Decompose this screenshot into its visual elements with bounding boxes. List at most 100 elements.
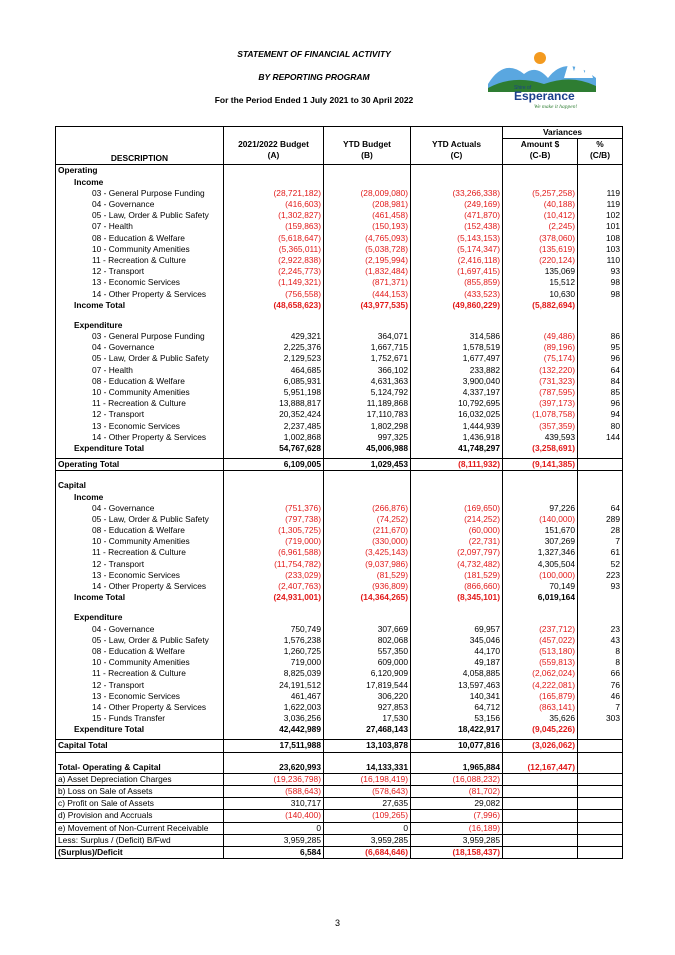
budget-cell: (756,558) bbox=[223, 288, 324, 300]
row-label: Total- Operating & Capital bbox=[55, 761, 224, 774]
ytd-budget-cell: 14,133,331 bbox=[323, 761, 411, 774]
variance-percent-cell: 144 bbox=[577, 431, 623, 443]
row-label: 03 - General Purpose Funding bbox=[55, 331, 224, 343]
ytd-actuals-header: YTD Actuals bbox=[410, 138, 503, 151]
variance-percent-cell bbox=[577, 735, 623, 740]
table-row: Operating Total 6,109,005 1,029,453 (8,111,… bbox=[55, 458, 623, 471]
variance-percent-cell: 86 bbox=[577, 331, 623, 343]
ytd-budget-cell: 3,959,285 bbox=[323, 833, 411, 847]
ytd-budget-cell: 17,530 bbox=[323, 713, 411, 725]
ytd-actuals-cell: 4,337,197 bbox=[410, 386, 503, 399]
budget-cell: 310,717 bbox=[223, 797, 324, 810]
budget-header: 2021/2022 Budget bbox=[223, 138, 324, 151]
row-label: 04 - Governance bbox=[55, 502, 224, 514]
logo-sun bbox=[534, 52, 546, 64]
row-label: 08 - Education & Welfare bbox=[55, 645, 224, 658]
ytd-budget-cell: (330,000) bbox=[323, 536, 411, 548]
budget-cell: (797,738) bbox=[223, 513, 324, 525]
budget-cell bbox=[223, 491, 324, 503]
variance-amount-cell: (135,619) bbox=[502, 243, 578, 255]
row-label: 04 - Governance bbox=[55, 342, 224, 354]
budget-cell bbox=[223, 176, 324, 188]
ytd-budget-cell: 4,631,363 bbox=[323, 375, 411, 387]
ytd-actuals-cell: 233,882 bbox=[410, 364, 503, 376]
variance-percent-cell: 98 bbox=[577, 277, 623, 289]
variance-amount-cell: (1,078,758) bbox=[502, 409, 578, 421]
ytd-budget-cell: (14,364,265) bbox=[323, 592, 411, 604]
variance-amount-cell bbox=[502, 797, 578, 810]
logo-trees bbox=[564, 54, 593, 78]
ytd-actuals-cell: 1,965,884 bbox=[410, 761, 503, 774]
table-row: 05 - Law, Order & Public Safety 2,129,523… bbox=[55, 353, 623, 365]
variance-amount-cell: 10,630 bbox=[502, 288, 578, 300]
ytd-actuals-cell: (855,859) bbox=[410, 277, 503, 289]
budget-cell bbox=[223, 735, 324, 740]
ytd-actuals-cell: (33,266,338) bbox=[410, 187, 503, 199]
row-label: 08 - Education & Welfare bbox=[55, 232, 224, 244]
budget-cell: (19,236,798) bbox=[223, 772, 324, 786]
logo-tagline: We make it happen! bbox=[534, 104, 577, 110]
table-row: Expenditure bbox=[55, 612, 623, 624]
row-label: 13 - Economic Services bbox=[55, 690, 224, 702]
ytd-actuals-cell: (8,111,932) bbox=[410, 458, 503, 471]
ytd-budget-cell: 997,325 bbox=[323, 431, 411, 443]
variance-percent-cell: 23 bbox=[577, 623, 623, 635]
ytd-budget-cell: 1,029,453 bbox=[323, 458, 411, 471]
row-label: Capital Total bbox=[55, 739, 224, 753]
ytd-budget-cell: (81,529) bbox=[323, 569, 411, 581]
budget-cell: 2,237,485 bbox=[223, 420, 324, 432]
budget-cell: (588,643) bbox=[223, 784, 324, 798]
ytd-actuals-cell bbox=[410, 491, 503, 503]
ytd-budget-cell: 609,000 bbox=[323, 657, 411, 669]
variance-percent-cell: 8 bbox=[577, 645, 623, 658]
row-label: 07 - Health bbox=[55, 364, 224, 376]
variance-percent-cell bbox=[577, 797, 623, 810]
variance-percent-cell: 223 bbox=[577, 569, 623, 581]
ytd-budget-cell: (936,809) bbox=[323, 580, 411, 593]
amount-code: (C-B) bbox=[502, 150, 578, 165]
table-row: Capital Total 17,511,988 13,103,878 10,077,… bbox=[55, 739, 623, 753]
row-label: 08 - Education & Welfare bbox=[55, 525, 224, 537]
row-label: 04 - Governance bbox=[55, 623, 224, 635]
ytd-budget-cell bbox=[323, 612, 411, 624]
ytd-budget-cell: (28,009,080) bbox=[323, 187, 411, 199]
table-row: 12 - Transport (11,754,782) (9,037,986) (4,… bbox=[55, 558, 623, 570]
header-row-variances: Variances bbox=[55, 125, 623, 140]
ytd-budget-cell: (2,195,994) bbox=[323, 254, 411, 267]
variance-percent-cell: 46 bbox=[577, 690, 623, 702]
budget-cell: 3,959,285 bbox=[223, 833, 324, 847]
row-label: 07 - Health bbox=[55, 221, 224, 233]
ytd-budget-cell bbox=[323, 751, 411, 762]
variance-percent-cell: 7 bbox=[577, 536, 623, 548]
ytd-budget-cell bbox=[323, 480, 411, 492]
ytd-budget-cell bbox=[323, 470, 411, 481]
variance-amount-cell: (132,220) bbox=[502, 364, 578, 376]
variance-percent-cell: 28 bbox=[577, 525, 623, 537]
variance-percent-cell: 8 bbox=[577, 657, 623, 669]
table-row: 10 - Community Amenities (719,000) (330,00… bbox=[55, 536, 623, 548]
ytd-actuals-cell: 1,444,939 bbox=[410, 420, 503, 432]
table-row: 10 - Community Amenities 5,951,198 5,124,7… bbox=[55, 386, 623, 399]
budget-cell: 461,467 bbox=[223, 690, 324, 702]
variance-amount-cell: (3,026,062) bbox=[502, 739, 578, 753]
ytd-budget-cell: (461,458) bbox=[323, 210, 411, 222]
ytd-actuals-cell: 44,170 bbox=[410, 645, 503, 658]
ytd-budget-cell: 17,819,544 bbox=[323, 679, 411, 691]
variance-amount-cell: (9,141,385) bbox=[502, 458, 578, 471]
ytd-budget-cell: (109,265) bbox=[323, 809, 411, 822]
table-row: 04 - Governance (751,376) (266,876) (169,65… bbox=[55, 502, 623, 514]
ytd-budget-cell: (6,684,646) bbox=[323, 845, 411, 860]
table-row: 13 - Economic Services 2,237,485 1,802,298… bbox=[55, 420, 623, 432]
ytd-budget-cell: 17,110,783 bbox=[323, 409, 411, 421]
variance-amount-cell bbox=[502, 821, 578, 835]
budget-code: (A) bbox=[223, 150, 324, 165]
ytd-budget-cell bbox=[323, 735, 411, 740]
variance-amount-cell: (5,257,258) bbox=[502, 187, 578, 199]
row-label: 12 - Transport bbox=[55, 679, 224, 691]
row-label: d) Provision and Accruals bbox=[55, 809, 224, 822]
variance-amount-cell: 1,327,346 bbox=[502, 547, 578, 559]
logo-brand: Esperance bbox=[514, 89, 575, 103]
shire-of-esperance-logo: Shire of Esperance We make it happen! bbox=[488, 52, 596, 110]
variance-amount-cell: 307,269 bbox=[502, 536, 578, 548]
ytd-budget-cell: (43,977,535) bbox=[323, 299, 411, 311]
